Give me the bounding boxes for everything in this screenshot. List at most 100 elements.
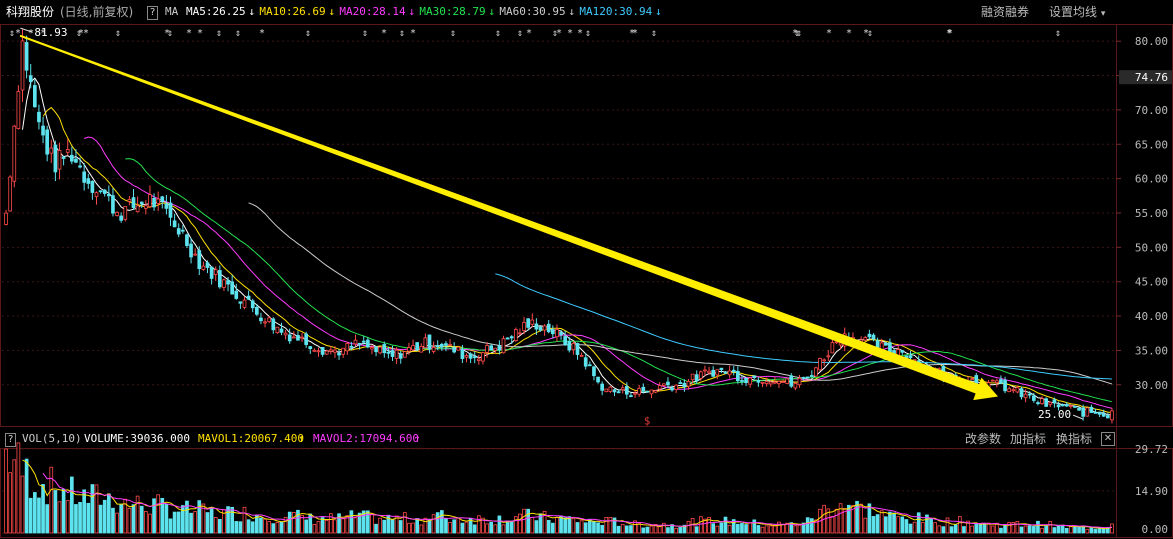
close-icon[interactable]: ✕ [1101,432,1115,446]
volume-bar [197,500,202,534]
volume-bar [797,524,802,534]
event-marker-icon: ⇕ [167,28,173,39]
volume-bar [312,523,317,534]
candle-body [711,369,716,377]
volume-bar [768,525,773,534]
candle-body [604,388,609,393]
candle-body [1081,407,1086,417]
volume-bar [444,518,448,534]
candle-body [123,206,128,220]
candle-body [781,381,785,384]
volume-bar [127,508,132,534]
candle-body [291,336,296,339]
event-marker-icon: * [826,28,832,39]
current-price-label: 74.76 [1135,71,1168,84]
candle-body [283,332,288,336]
candle-body [427,334,432,350]
volume-bar [723,516,728,534]
volume-bar [398,520,403,534]
volume-bar [423,517,428,534]
price-tick-label: 60.00 [1135,173,1168,186]
candle-body [641,386,646,392]
candle-body [361,340,366,343]
candle-body [452,347,457,353]
volume-bar [94,484,99,534]
volume-bar [546,519,551,534]
volume-bar [485,523,489,534]
volume-bar [1040,527,1044,534]
volume-bar [966,520,970,534]
candle-body [797,377,802,386]
candle-body [135,205,140,213]
volume-help-button[interactable]: ? [5,433,17,447]
volume-bar [135,495,140,534]
candle-body [682,382,687,388]
candle-body [271,318,276,331]
volume-bar [1064,527,1069,534]
event-marker-icon: ⇕ [305,28,311,39]
event-marker-icon: * [863,28,869,39]
candle-body [666,381,670,386]
candle-body [501,338,506,354]
candle-body [386,351,391,354]
event-marker-icon: ⇕ [552,28,558,39]
candle-body [727,370,732,376]
volume-bar [999,527,1003,534]
low-pointer [1072,414,1084,420]
mavol2-value: MAVOL2:17094.600 [313,432,419,445]
candle-body [744,377,748,384]
candle-body [119,215,124,221]
add-indicator-button[interactable]: 加指标 [1010,432,1047,446]
candle-body [353,339,358,345]
volume-bar [1097,527,1102,534]
candle-body [197,250,202,269]
event-marker-icon: * [577,28,583,39]
volume-bar [65,500,70,534]
high-pointer [20,27,33,33]
volume-bar [1003,525,1007,534]
volume-bar [57,501,62,534]
volume-bar [337,513,341,534]
candle-body [16,91,21,129]
price-tick-label: 70.00 [1135,104,1168,117]
candle-body [324,350,329,355]
candle-body [509,336,514,339]
candle-body [756,379,761,383]
candle-body [731,369,736,373]
volume-bar [641,527,646,534]
volume-bar [657,526,662,534]
candle-body [213,269,218,275]
volume-bar [962,526,966,534]
volume-bar [172,511,177,534]
candle-body [444,343,448,346]
candle-body [312,349,317,352]
volume-bar [604,516,609,534]
volume-bar [106,493,111,534]
ma-arrow-0: ↓ [248,5,256,18]
help-button[interactable]: ? [147,6,159,20]
volume-bar [374,523,378,534]
event-marker-icon: * [164,28,170,39]
candle-body [1044,398,1049,407]
change-params-button[interactable]: 改参数 [965,432,1002,446]
volume-bar [250,521,255,534]
candle-body [694,374,699,382]
volume-bar [291,511,296,534]
margin-trading-button[interactable]: 融资融券 [981,5,1030,19]
volume-bar [1036,520,1040,534]
volume-bar [653,523,658,534]
ma-settings-button[interactable]: 设置均线 ▾ [1049,0,1105,26]
candle-body [193,253,198,256]
candle-body [801,376,806,379]
switch-indicator-button[interactable]: 换指标 [1056,432,1093,446]
volume-bar [259,517,263,534]
ma20-line [84,136,1112,409]
candle-body [559,331,563,336]
mavol1-value: MAVOL1:20067.400 [198,432,304,445]
event-marker-icon: ⇕ [796,28,802,39]
candle-body [234,290,239,299]
candle-body [357,343,362,345]
candle-body [760,381,765,384]
candle-body [209,266,214,279]
low-label: 25.00 [1038,408,1071,421]
